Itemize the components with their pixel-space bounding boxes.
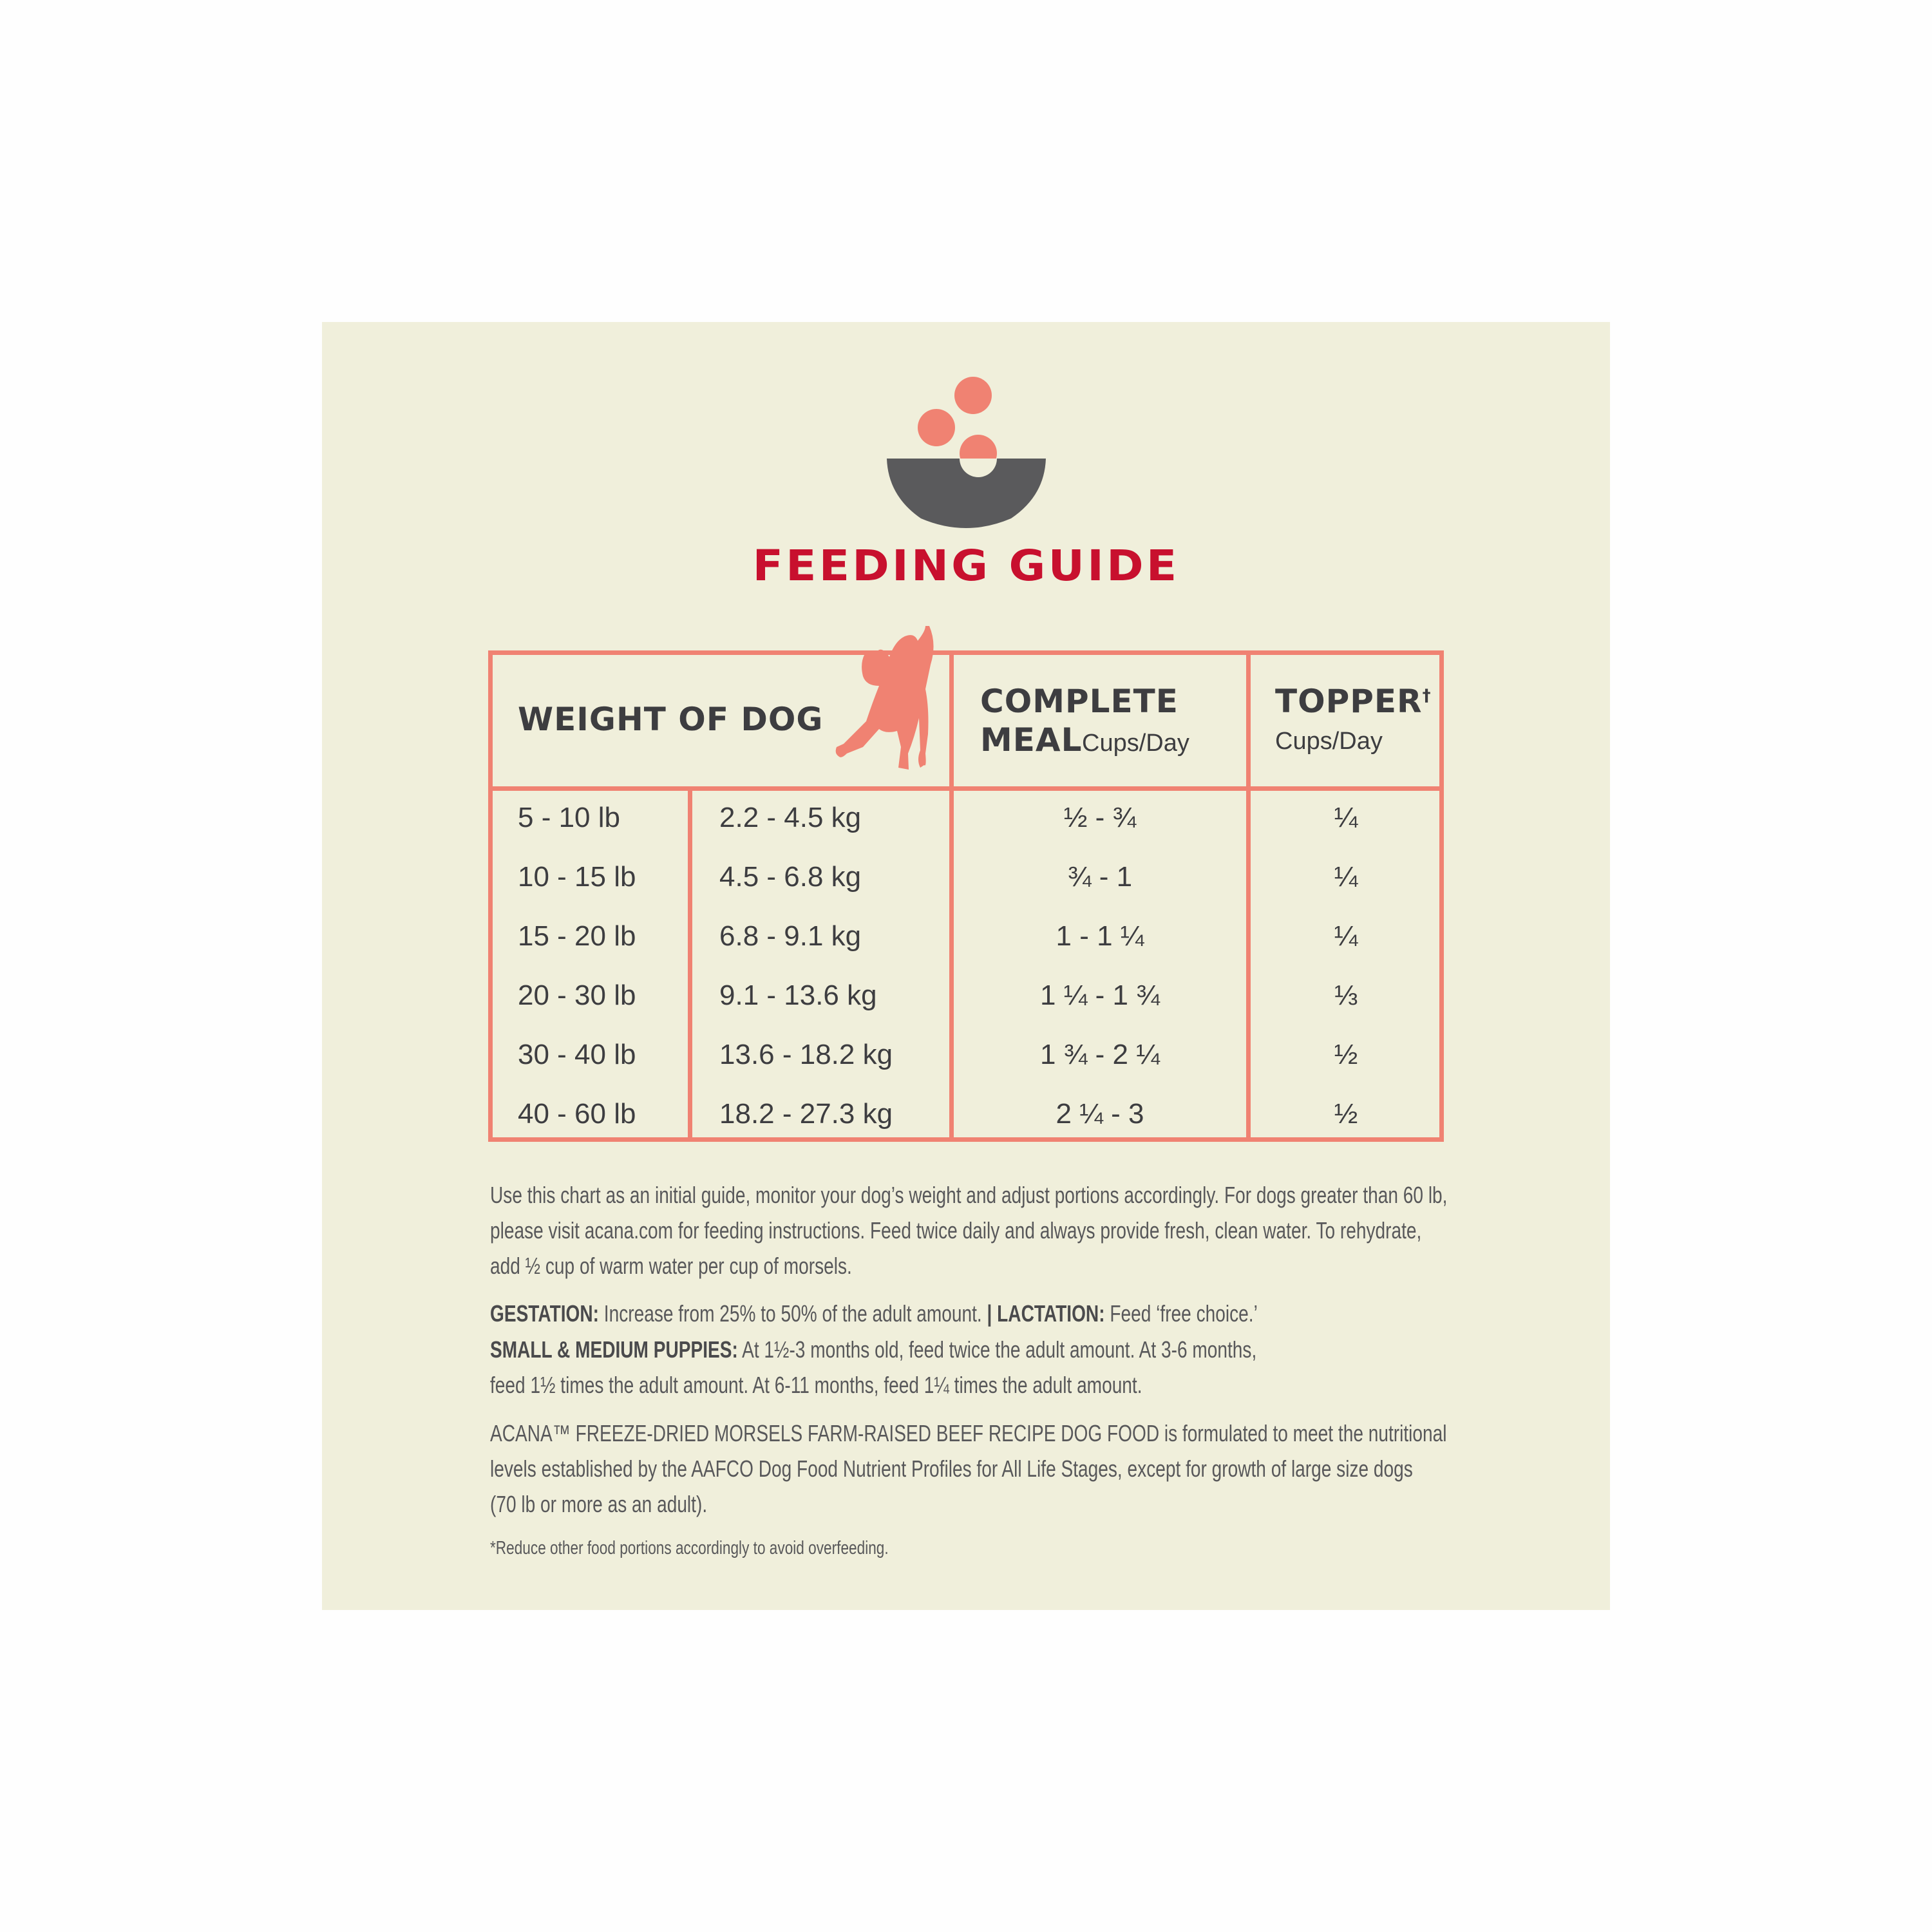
gestation-text: Increase from 25% to 50% of the adult am… (598, 1300, 987, 1327)
page-title: FEEDING GUIDE (752, 541, 1180, 591)
cell-kg: 13.6 - 18.2 kg (719, 1039, 893, 1070)
header-divider (488, 786, 1444, 791)
note-line: levels established by the AAFCO Dog Food… (490, 1455, 1413, 1482)
cell-kg: 6.8 - 9.1 kg (719, 920, 862, 952)
gestation-label: GESTATION: (490, 1300, 599, 1327)
food-bowl-icon (887, 377, 1046, 528)
cell-topper: ¼ (1334, 920, 1358, 952)
cell-lb: 5 - 10 lb (518, 802, 620, 833)
gestation-line: GESTATION: Increase from 25% to 50% of t… (490, 1302, 1258, 1325)
cell-lb: 20 - 30 lb (518, 980, 636, 1011)
column-divider (949, 650, 954, 1142)
cell-meal: ½ - ¾ (1063, 802, 1137, 833)
column-divider (1246, 650, 1251, 1142)
cell-lb: 15 - 20 lb (518, 920, 636, 952)
header-topper: TOPPER† (1275, 683, 1432, 720)
morsel (918, 409, 955, 446)
cell-meal: ¾ - 1 (1067, 861, 1133, 893)
footnote: *Reduce other food portions accordingly … (490, 1538, 889, 1558)
header-topper-unit: Cups/Day (1275, 728, 1383, 755)
lactation-text: Feed ‘free choice.’ (1104, 1300, 1258, 1327)
puppies-line: SMALL & MEDIUM PUPPIES: At 1½-3 months o… (490, 1338, 1256, 1361)
feeding-guide-panel (322, 322, 1610, 1610)
cell-topper: ½ (1334, 1098, 1358, 1130)
morsel (954, 377, 992, 414)
cell-topper: ½ (1334, 1039, 1358, 1070)
header-meal: MEAL (980, 721, 1083, 759)
cell-kg: 4.5 - 6.8 kg (719, 861, 862, 893)
note-line: feed 1½ times the adult amount. At 6-11 … (490, 1372, 1142, 1398)
header-weight: WEIGHT OF DOG (518, 701, 824, 738)
topper-label: TOPPER (1275, 683, 1423, 720)
topper-dagger: † (1422, 686, 1432, 706)
feeding-table (488, 650, 1444, 1142)
cell-lb: 10 - 15 lb (518, 861, 636, 893)
cell-lb: 40 - 60 lb (518, 1098, 636, 1130)
note-line: please visit acana.com for feeding instr… (490, 1217, 1422, 1244)
cell-topper: ⅓ (1334, 980, 1358, 1011)
cell-meal: 1 ¾ - 2 ¼ (1040, 1039, 1160, 1070)
note-line: (70 lb or more as an adult). (490, 1491, 708, 1517)
lactation-label: LACTATION: (992, 1300, 1105, 1327)
cell-meal: 1 ¼ - 1 ¾ (1040, 980, 1160, 1011)
cell-kg: 9.1 - 13.6 kg (719, 980, 877, 1011)
header-meal-unit: Cups/Day (1082, 730, 1189, 757)
cell-topper: ¼ (1334, 802, 1358, 833)
note-line: Use this chart as an initial guide, moni… (490, 1182, 1448, 1208)
note-line: add ½ cup of warm water per cup of morse… (490, 1253, 852, 1279)
column-divider (688, 786, 692, 1142)
cell-meal: 2 ¼ - 3 (1056, 1098, 1144, 1130)
note-line: ACANA™ FREEZE-DRIED MORSELS FARM-RAISED … (490, 1420, 1447, 1446)
cell-meal: 1 - 1 ¼ (1056, 920, 1144, 952)
header-complete: COMPLETE (980, 683, 1179, 720)
cell-lb: 30 - 40 lb (518, 1039, 636, 1070)
cell-topper: ¼ (1334, 861, 1358, 893)
cell-kg: 2.2 - 4.5 kg (719, 802, 862, 833)
cell-kg: 18.2 - 27.3 kg (719, 1098, 893, 1130)
separator: | (987, 1300, 992, 1327)
puppies-label: SMALL & MEDIUM PUPPIES: (490, 1336, 738, 1363)
dog-silhouette-icon (835, 626, 934, 770)
puppies-text: At 1½-3 months old, feed twice the adult… (737, 1336, 1257, 1363)
